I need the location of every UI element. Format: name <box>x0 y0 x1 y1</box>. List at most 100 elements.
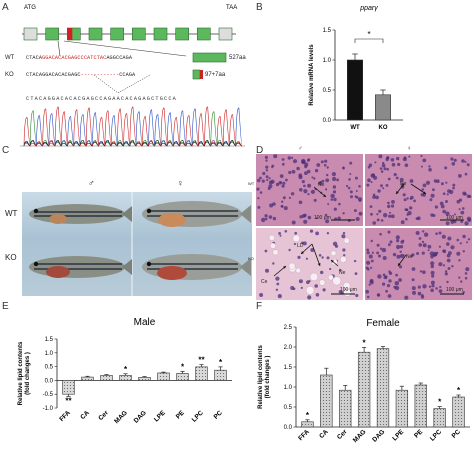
nucleus <box>270 179 275 184</box>
nucleus <box>460 220 464 223</box>
nucleus <box>396 254 401 259</box>
tissue-background <box>256 154 363 226</box>
bar-cer <box>339 389 352 428</box>
ko-frameshift-segment <box>200 70 203 79</box>
nucleus <box>292 287 296 291</box>
nucleus <box>451 265 454 268</box>
nucleus <box>442 192 446 195</box>
nucleus <box>456 238 460 242</box>
nucleus <box>334 244 339 248</box>
nucleus <box>299 215 303 219</box>
nucleus <box>431 284 435 288</box>
nucleus <box>370 173 375 178</box>
nucleus <box>259 176 262 180</box>
nucleus <box>417 285 421 289</box>
nucleus <box>388 270 391 273</box>
significance-lpc: * <box>438 398 442 407</box>
category-label: PE <box>175 409 187 421</box>
nucleus <box>446 258 451 263</box>
nucleus <box>442 249 447 254</box>
arrow-ld-2-head <box>317 263 321 266</box>
nucleus <box>304 171 308 175</box>
nucleus <box>438 289 443 293</box>
nucleus <box>372 195 376 199</box>
category-label: MAG <box>352 428 368 444</box>
category-label: FFA <box>297 428 311 442</box>
trace-channel-4 <box>23 106 243 147</box>
category-label: LPC <box>429 428 443 442</box>
nucleus <box>387 294 392 298</box>
nucleus <box>400 240 404 244</box>
nucleus <box>421 188 425 191</box>
nucleus <box>358 211 363 216</box>
lipid-droplet <box>328 274 334 281</box>
bar-lpc <box>433 408 446 428</box>
nucleus <box>326 256 330 260</box>
nucleus <box>409 179 414 183</box>
nucleus <box>349 190 353 194</box>
nucleus <box>385 184 389 187</box>
nucleus <box>387 177 391 181</box>
nucleus <box>411 253 415 257</box>
nucleus <box>332 185 337 189</box>
nucleus <box>291 156 294 159</box>
bar-ca <box>320 374 333 428</box>
nucleus <box>369 205 373 208</box>
bar-pe <box>176 373 189 381</box>
nucleus <box>308 280 311 283</box>
nucleus <box>430 288 434 293</box>
bar-ffa <box>62 380 75 395</box>
nucleus <box>441 234 446 239</box>
nucleus <box>421 240 425 244</box>
nucleus <box>403 198 407 202</box>
wt-protein-length: 527aa <box>229 55 246 61</box>
exon-1 <box>23 27 38 41</box>
lipid-droplet <box>332 276 342 286</box>
nucleus <box>266 178 269 182</box>
nucleus <box>390 214 395 219</box>
nucleus <box>379 232 382 236</box>
nucleus <box>326 166 329 169</box>
nucleus <box>330 198 334 201</box>
nucleus <box>272 262 275 265</box>
nucleus <box>456 199 461 204</box>
nucleus <box>458 276 461 279</box>
nucleus <box>386 168 389 171</box>
bar-ca <box>81 376 94 381</box>
wt-seq-label: WT <box>5 55 15 61</box>
nucleus <box>392 252 397 257</box>
bar-ko <box>375 94 392 121</box>
nucleus <box>453 220 457 224</box>
nucleus <box>458 174 462 178</box>
nucleus <box>464 192 467 196</box>
bar-lpc <box>195 366 208 381</box>
nucleus <box>430 213 434 217</box>
nucleus <box>449 189 454 195</box>
nucleus <box>342 212 345 215</box>
significance-bracket <box>354 38 384 43</box>
nucleus <box>301 180 305 184</box>
label-ne-ko-female: Ne <box>406 254 413 260</box>
y-tick-label: 1.5 <box>284 365 293 371</box>
nucleus <box>404 208 408 211</box>
zebrafish-photo-drawing <box>29 192 251 296</box>
nucleus <box>428 285 432 288</box>
y-tick-label: 0.0 <box>45 378 54 384</box>
nucleus <box>316 163 321 167</box>
nucleus <box>421 251 425 255</box>
nucleus <box>385 289 388 293</box>
nucleus <box>342 248 346 252</box>
nucleus <box>438 245 441 248</box>
significance-pc: * <box>219 358 223 367</box>
histo-wt-label: WT <box>248 181 255 186</box>
nucleus <box>386 284 391 288</box>
nucleus <box>430 193 435 198</box>
lipid-droplet <box>309 272 318 281</box>
nucleus <box>427 244 432 249</box>
scale-bar-label-ko-male: 100 μm <box>340 287 357 293</box>
nucleus <box>259 191 263 194</box>
panel-label-a: A <box>2 2 9 13</box>
nucleus <box>460 280 463 283</box>
label-ld-ko-male: LD <box>297 243 304 249</box>
nucleus <box>370 239 373 243</box>
